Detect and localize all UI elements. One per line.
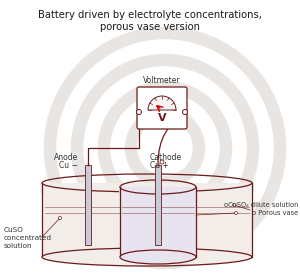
- Text: solution: solution: [4, 243, 32, 249]
- Text: oCuSO₄ dilute solution: oCuSO₄ dilute solution: [224, 202, 298, 208]
- Bar: [85, 165, 91, 245]
- Bar: [42, 183, 252, 257]
- Ellipse shape: [42, 248, 252, 266]
- Text: Cathode: Cathode: [150, 153, 182, 162]
- Text: V: V: [158, 113, 166, 123]
- Bar: [40, 183, 254, 193]
- Text: o Porous vase: o Porous vase: [252, 210, 298, 216]
- Text: CuSO: CuSO: [4, 227, 24, 233]
- Text: Cu +: Cu +: [150, 160, 169, 170]
- Bar: [155, 165, 161, 245]
- Text: Anode: Anode: [54, 153, 78, 162]
- Text: Cu −: Cu −: [59, 160, 78, 170]
- Circle shape: [58, 217, 61, 220]
- Circle shape: [160, 160, 164, 164]
- Wedge shape: [148, 96, 176, 110]
- Text: concentrated: concentrated: [4, 235, 52, 241]
- Circle shape: [182, 109, 188, 114]
- Ellipse shape: [120, 250, 196, 264]
- FancyBboxPatch shape: [137, 87, 187, 129]
- Bar: [119, 187, 197, 195]
- Bar: [120, 187, 196, 257]
- Text: Voltmeter: Voltmeter: [143, 76, 181, 85]
- Circle shape: [232, 203, 236, 206]
- Circle shape: [235, 211, 238, 215]
- Text: Battery driven by electrolyte concentrations,
porous vase version: Battery driven by electrolyte concentrat…: [38, 10, 262, 32]
- Circle shape: [136, 109, 142, 114]
